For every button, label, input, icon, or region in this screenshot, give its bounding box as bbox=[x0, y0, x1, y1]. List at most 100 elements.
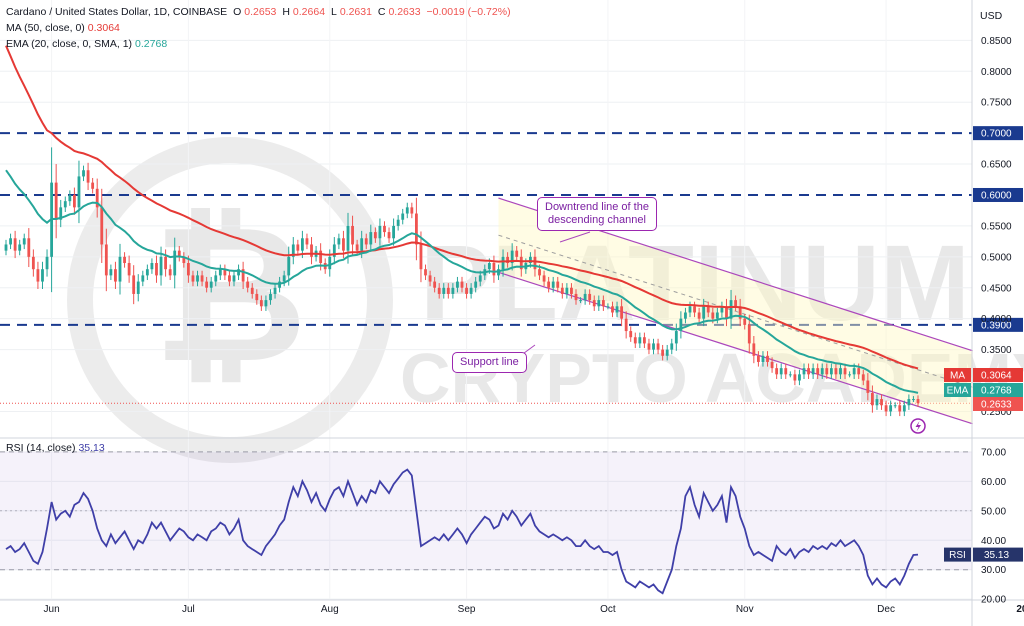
candle-body bbox=[460, 281, 464, 288]
candle-body bbox=[264, 300, 268, 307]
candle-body bbox=[246, 281, 250, 288]
candle-body bbox=[592, 300, 596, 307]
candle-body bbox=[861, 374, 865, 381]
open-value: 0.2653 bbox=[244, 6, 277, 18]
candle-body bbox=[287, 256, 291, 276]
candle-body bbox=[114, 269, 117, 282]
candle-body bbox=[337, 238, 341, 245]
candle-body bbox=[834, 368, 838, 375]
candle-body bbox=[95, 188, 99, 208]
candle-body bbox=[173, 250, 177, 276]
rsi-legend-value: 35.13 bbox=[78, 442, 105, 454]
candle-body bbox=[13, 238, 17, 251]
price-tick-label: 0.4000 bbox=[981, 314, 1012, 325]
candle-body bbox=[743, 318, 747, 325]
candle-body bbox=[784, 368, 788, 375]
candle-body bbox=[241, 269, 245, 282]
value-tag-label: 0.3064 bbox=[981, 371, 1012, 382]
ma-legend-value: 0.3064 bbox=[87, 22, 120, 34]
candle-body bbox=[300, 238, 304, 251]
candle-body bbox=[725, 306, 728, 319]
candle-body bbox=[839, 368, 842, 375]
candle-body bbox=[351, 225, 354, 245]
level-tag bbox=[973, 317, 1023, 332]
candle-body bbox=[665, 349, 669, 356]
candle-body bbox=[674, 331, 678, 344]
candle-body bbox=[414, 213, 418, 245]
rsi-tick-label: 30.00 bbox=[981, 565, 1006, 576]
candle-body bbox=[884, 405, 888, 412]
candle-body bbox=[615, 306, 619, 313]
low-value: 0.2631 bbox=[339, 6, 372, 18]
candle-body bbox=[579, 300, 582, 302]
candle-body bbox=[912, 399, 915, 401]
candle-body bbox=[916, 399, 920, 404]
candle-body bbox=[392, 225, 396, 239]
rsi-tick-label: 40.00 bbox=[981, 536, 1006, 547]
candle-body bbox=[405, 207, 409, 214]
candle-body bbox=[319, 250, 323, 264]
candle-body bbox=[519, 256, 523, 270]
candle-body bbox=[100, 207, 104, 245]
candle-body bbox=[250, 287, 254, 294]
svg-text:₿: ₿ bbox=[153, 189, 308, 401]
high-value: 0.2664 bbox=[292, 6, 326, 18]
candle-body bbox=[232, 275, 236, 282]
currency-label: USD bbox=[980, 10, 1003, 22]
support-callout: Support line bbox=[452, 352, 527, 373]
candle-body bbox=[715, 312, 719, 319]
candle-body bbox=[474, 281, 478, 288]
candle-body bbox=[27, 238, 31, 257]
close-value: 0.2633 bbox=[388, 6, 421, 18]
level-tag bbox=[973, 126, 1023, 141]
candle-body bbox=[647, 343, 651, 350]
candle-body bbox=[556, 281, 560, 288]
candle-body bbox=[898, 405, 902, 412]
rsi-tag-box bbox=[973, 547, 1023, 562]
candle-body bbox=[305, 238, 309, 245]
candle-body bbox=[697, 312, 701, 319]
candle-body bbox=[310, 244, 313, 257]
rsi-tick-label: 60.00 bbox=[981, 477, 1006, 488]
candle-body bbox=[515, 250, 519, 257]
candle-body bbox=[606, 306, 610, 308]
candle-body bbox=[542, 275, 546, 282]
candle-body bbox=[168, 269, 172, 276]
candle-body bbox=[118, 256, 122, 282]
candle-body bbox=[86, 170, 90, 183]
candle-body bbox=[638, 337, 642, 344]
candle-body bbox=[761, 355, 765, 362]
candle-body bbox=[816, 368, 820, 375]
candle-body bbox=[456, 281, 459, 288]
candle-body bbox=[875, 399, 879, 406]
candle-body bbox=[706, 306, 710, 313]
candle-body bbox=[442, 287, 446, 294]
candle-body bbox=[570, 287, 573, 294]
candle-body bbox=[77, 176, 81, 208]
candle-body bbox=[159, 256, 163, 276]
rsi-tag-name: RSI bbox=[949, 550, 966, 561]
candle-body bbox=[756, 355, 760, 362]
candle-body bbox=[41, 269, 44, 282]
candle-body bbox=[196, 275, 199, 282]
level-tag-label: 0.3900 bbox=[981, 320, 1012, 331]
candle-body bbox=[611, 306, 614, 313]
candle-body bbox=[18, 244, 22, 251]
candle-body bbox=[63, 201, 67, 208]
candle-body bbox=[91, 182, 95, 189]
candle-body bbox=[364, 238, 368, 245]
alert-icon[interactable] bbox=[910, 418, 926, 434]
candle-body bbox=[218, 269, 222, 276]
candle-body bbox=[624, 318, 628, 332]
price-tick-label: 0.5000 bbox=[981, 252, 1012, 263]
candle-body bbox=[829, 368, 833, 375]
candle-body bbox=[752, 343, 756, 356]
candle-body bbox=[68, 194, 72, 202]
rsi-tag-label: 35.13 bbox=[984, 550, 1009, 561]
candle-body bbox=[583, 293, 587, 301]
candle-body bbox=[127, 263, 131, 276]
candle-body bbox=[528, 256, 532, 264]
candle-body bbox=[209, 281, 213, 288]
candle-body bbox=[22, 238, 26, 245]
candle-body bbox=[410, 207, 414, 214]
